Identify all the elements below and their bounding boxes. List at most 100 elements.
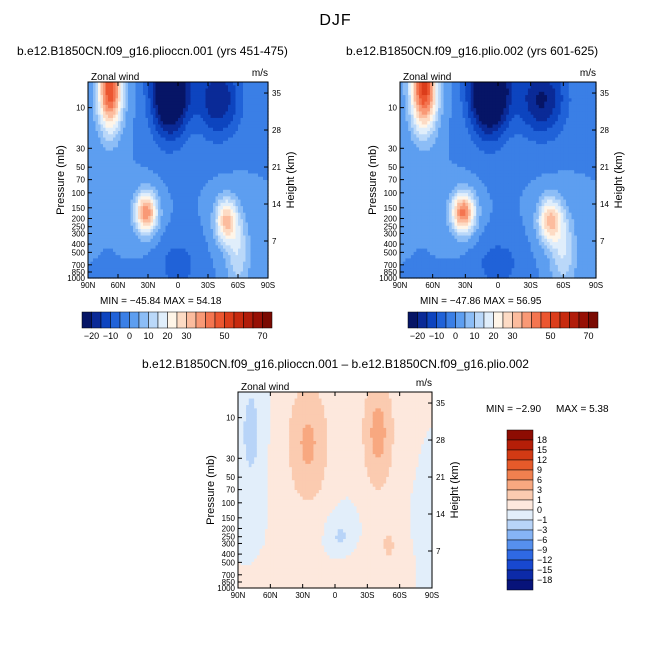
heatmap-cell bbox=[170, 193, 174, 197]
heatmap-cell bbox=[180, 261, 184, 266]
heatmap-cell bbox=[263, 232, 267, 237]
heatmap-cell bbox=[193, 206, 197, 210]
heatmap-cell bbox=[243, 85, 247, 90]
heatmap-cell bbox=[105, 232, 109, 237]
heatmap-cell bbox=[245, 261, 249, 266]
heatmap-cell bbox=[170, 189, 174, 194]
heatmap-cell bbox=[110, 98, 114, 103]
heatmap-cell bbox=[235, 157, 239, 161]
heatmap-cell bbox=[402, 104, 407, 109]
heatmap-cell bbox=[238, 153, 242, 158]
heatmap-cell bbox=[180, 124, 184, 129]
heatmap-cell bbox=[123, 91, 127, 96]
heatmap-cell bbox=[413, 212, 417, 217]
heatmap-cell bbox=[228, 186, 232, 191]
heatmap-cell bbox=[413, 199, 417, 204]
heatmap-cell bbox=[263, 91, 267, 96]
heatmap-cell bbox=[118, 153, 122, 158]
heatmap-cell bbox=[250, 225, 254, 230]
heatmap-cell bbox=[133, 160, 137, 165]
heatmap-cell bbox=[193, 202, 197, 207]
heatmap-cell bbox=[143, 235, 147, 240]
heatmap-cell bbox=[230, 186, 234, 191]
heatmap-cell bbox=[408, 166, 412, 171]
heatmap-cell bbox=[213, 232, 217, 237]
heatmap-cell bbox=[193, 264, 197, 269]
heatmap-cell bbox=[260, 163, 264, 168]
heatmap-cell bbox=[245, 264, 249, 269]
heatmap-cell bbox=[220, 91, 224, 96]
heatmap-cell bbox=[158, 137, 162, 142]
heatmap-cell bbox=[160, 229, 164, 233]
heatmap-cell bbox=[163, 235, 167, 240]
heatmap-cell bbox=[238, 131, 242, 135]
heatmap-cell bbox=[140, 114, 144, 119]
heatmap-cell bbox=[173, 131, 177, 135]
heatmap-cell bbox=[220, 268, 224, 273]
heatmap-cell bbox=[419, 180, 423, 184]
heatmap-cell bbox=[408, 248, 412, 253]
heatmap-cell bbox=[220, 251, 224, 256]
heatmap-cell bbox=[258, 261, 262, 266]
heatmap-cell bbox=[90, 274, 94, 279]
heatmap-cell bbox=[225, 121, 229, 126]
heatmap-cell bbox=[218, 219, 222, 224]
heatmap-cell bbox=[138, 255, 142, 259]
heatmap-cell bbox=[218, 153, 222, 158]
heatmap-cell bbox=[185, 222, 189, 227]
heatmap-cell bbox=[90, 212, 94, 217]
heatmap-cell bbox=[220, 131, 224, 135]
heatmap-cell bbox=[110, 157, 114, 161]
heatmap-cell bbox=[193, 121, 197, 126]
heatmap-cell bbox=[250, 235, 254, 240]
heatmap-cell bbox=[128, 166, 132, 171]
heatmap-cell bbox=[88, 255, 92, 259]
heatmap-cell bbox=[213, 229, 217, 233]
heatmap-cell bbox=[215, 229, 219, 233]
heatmap-cell bbox=[193, 189, 197, 194]
heatmap-cell bbox=[208, 117, 212, 122]
heatmap-cell bbox=[178, 140, 182, 145]
heatmap-cell bbox=[140, 160, 144, 165]
heatmap-cell bbox=[245, 206, 249, 210]
heatmap-cell bbox=[265, 232, 269, 237]
heatmap-cell bbox=[230, 121, 234, 126]
heatmap-cell bbox=[424, 150, 428, 155]
heatmap-cell bbox=[113, 147, 117, 152]
heatmap-cell bbox=[402, 163, 407, 168]
heatmap-cell bbox=[402, 183, 407, 188]
heatmap-cell bbox=[400, 124, 404, 129]
heatmap-cell bbox=[424, 101, 428, 106]
heatmap-cell bbox=[408, 98, 412, 103]
heatmap-cell bbox=[225, 232, 229, 237]
heatmap-cell bbox=[195, 258, 199, 263]
heatmap-cell bbox=[160, 117, 164, 122]
heatmap-cell bbox=[258, 238, 262, 243]
heatmap-cell bbox=[130, 180, 134, 184]
heatmap-cell bbox=[128, 264, 132, 269]
heatmap-cell bbox=[120, 95, 124, 99]
heatmap-cell bbox=[133, 108, 137, 112]
heatmap-cell bbox=[245, 232, 249, 237]
heatmap-cell bbox=[205, 134, 209, 139]
heatmap-cell bbox=[158, 261, 162, 266]
heatmap-cell bbox=[225, 101, 229, 106]
heatmap-cell bbox=[175, 82, 179, 86]
heatmap-cell bbox=[178, 95, 182, 99]
heatmap-cell bbox=[173, 209, 177, 214]
heatmap-cell bbox=[138, 258, 142, 263]
heatmap-cell bbox=[205, 98, 209, 103]
heatmap-cell bbox=[421, 82, 426, 86]
heatmap-cell bbox=[120, 114, 124, 119]
heatmap-cell bbox=[115, 131, 119, 135]
heatmap-cell bbox=[258, 98, 262, 103]
heatmap-cell bbox=[260, 264, 264, 269]
heatmap-cell bbox=[253, 261, 257, 266]
heatmap-cell bbox=[419, 258, 423, 263]
heatmap-cell bbox=[138, 251, 142, 256]
heatmap-cell bbox=[203, 163, 207, 168]
heatmap-cell bbox=[155, 232, 159, 237]
heatmap-cell bbox=[203, 166, 207, 171]
heatmap-cell bbox=[150, 196, 154, 201]
heatmap-cell bbox=[100, 232, 104, 237]
